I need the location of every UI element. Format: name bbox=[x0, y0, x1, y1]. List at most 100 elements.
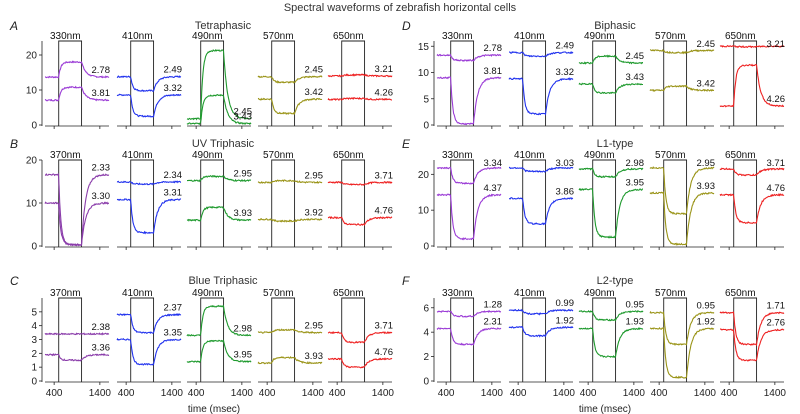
waveform-series bbox=[116, 313, 182, 334]
waveform-series bbox=[257, 328, 323, 334]
panel-letter: D bbox=[402, 19, 411, 33]
stimulus-marker bbox=[450, 40, 475, 126]
series-value-label: 3.86 bbox=[556, 186, 575, 197]
series-value-label: 2.98 bbox=[234, 323, 253, 334]
waveform-series bbox=[327, 330, 393, 344]
y-tick-label: 2 bbox=[31, 349, 37, 360]
wavelength-label: 650nm bbox=[725, 31, 756, 42]
series-value-label: 2.95 bbox=[305, 321, 324, 332]
wavelength-label: 370nm bbox=[50, 150, 81, 161]
trace-650nm: 650nm 3.21 4.26 bbox=[719, 31, 786, 129]
waveform-series bbox=[719, 167, 785, 177]
series-value-label: 2.37 bbox=[164, 303, 183, 314]
waveform-series bbox=[649, 310, 715, 347]
x-tick-label: 400 bbox=[118, 388, 135, 399]
x-tick-label: 1400 bbox=[764, 388, 787, 399]
y-tick-label: 0 bbox=[31, 121, 37, 132]
wavelength-label: 650nm bbox=[725, 288, 756, 299]
trace-490nm: 490nm 2.95 3.93 bbox=[186, 150, 253, 250]
stimulus-marker bbox=[733, 297, 758, 382]
series-value-label: 2.95 bbox=[305, 170, 324, 181]
waveform-series bbox=[649, 49, 715, 55]
y-tick-label: 1 bbox=[31, 363, 37, 374]
wavelength-label: 410nm bbox=[514, 31, 545, 42]
y-tick-label: 6 bbox=[423, 303, 429, 314]
series-value-label: 3.21 bbox=[767, 39, 786, 50]
series-value-label: 4.26 bbox=[375, 87, 394, 98]
waveform-series bbox=[186, 48, 251, 121]
stimulus-marker bbox=[522, 297, 547, 382]
stimulus-marker bbox=[341, 40, 366, 126]
panel-title: Blue Triphasic bbox=[188, 275, 258, 287]
series-value-label: 3.34 bbox=[484, 158, 503, 169]
x-axis-label-right: time (msec) bbox=[579, 404, 631, 414]
waveform-series bbox=[508, 325, 574, 338]
wavelength-label: 570nm bbox=[655, 150, 686, 161]
trace-410nm: 400 1400 410nm 0.99 1.92 bbox=[508, 288, 575, 399]
stimulus-marker bbox=[733, 159, 758, 247]
waveform-series bbox=[186, 304, 252, 337]
wavelength-label: 650nm bbox=[333, 150, 364, 161]
series-value-label: 1.93 bbox=[626, 317, 645, 328]
y-tick-label: 2 bbox=[423, 352, 429, 363]
series-value-label: 3.93 bbox=[234, 208, 253, 219]
series-value-label: 3.92 bbox=[305, 207, 324, 218]
trace-650nm: 650nm 3.21 4.26 bbox=[327, 31, 394, 129]
trace-650nm: 400 1400 650nm 3.71 4.76 bbox=[327, 288, 394, 399]
trace-410nm: 410nm 3.03 3.86 bbox=[508, 150, 575, 250]
series-value-label: 3.93 bbox=[697, 181, 716, 192]
series-value-label: 2.98 bbox=[626, 158, 645, 169]
series-value-label: 3.43 bbox=[234, 112, 253, 123]
y-tick-label: 0 bbox=[423, 121, 429, 132]
waveform-series bbox=[436, 193, 502, 241]
x-tick-label: 1400 bbox=[623, 388, 646, 399]
waveform-series bbox=[327, 96, 392, 101]
trace-650nm: 400 1400 650nm 1.71 2.76 bbox=[719, 288, 787, 399]
series-value-label: 3.03 bbox=[556, 158, 575, 169]
wavelength-label: 410nm bbox=[122, 31, 153, 42]
panel-letter: B bbox=[10, 137, 18, 151]
waveform-series bbox=[436, 166, 502, 185]
stimulus-marker bbox=[130, 297, 155, 382]
series-value-label: 0.99 bbox=[556, 298, 575, 309]
y-tick-label: 0 bbox=[423, 242, 429, 253]
waveform-series bbox=[116, 337, 182, 366]
series-value-label: 3.81 bbox=[92, 88, 111, 99]
x-tick-label: 400 bbox=[259, 388, 276, 399]
series-value-label: 1.71 bbox=[767, 301, 786, 312]
waveform-series bbox=[44, 173, 110, 247]
waveform-series bbox=[649, 166, 715, 216]
stimulus-marker bbox=[592, 40, 617, 126]
y-tick-label: 0 bbox=[31, 377, 37, 388]
series-value-label: 2.95 bbox=[234, 169, 253, 180]
trace-650nm: 650nm 3.71 4.76 bbox=[327, 150, 394, 250]
trace-570nm: 570nm 2.45 3.42 bbox=[257, 31, 323, 129]
series-value-label: 2.49 bbox=[556, 41, 575, 52]
series-value-label: 3.43 bbox=[626, 72, 645, 83]
stimulus-marker bbox=[663, 40, 688, 126]
trace-330nm: 330nm 3.34 4.37 bbox=[436, 150, 503, 250]
series-value-label: 3.35 bbox=[164, 328, 183, 339]
trace-330nm: 330nm 2.78 3.81 bbox=[436, 31, 502, 129]
x-tick-label: 400 bbox=[46, 388, 63, 399]
wavelength-label: 490nm bbox=[192, 31, 223, 42]
stimulus-marker bbox=[450, 297, 475, 382]
series-value-label: 1.28 bbox=[484, 299, 503, 310]
series-value-label: 2.31 bbox=[484, 317, 503, 328]
stimulus-marker bbox=[271, 40, 296, 126]
trace-330nm: 330nm 2.78 3.81 bbox=[44, 31, 111, 129]
panel-letter: C bbox=[10, 274, 19, 288]
series-value-label: 3.30 bbox=[92, 191, 111, 202]
series-value-label: 2.34 bbox=[164, 170, 183, 181]
series-value-label: 4.76 bbox=[375, 206, 394, 217]
panel-title: Biphasic bbox=[594, 20, 636, 32]
trace-570nm: 570nm 2.45 3.42 bbox=[649, 31, 715, 129]
y-tick-label: 0 bbox=[423, 377, 429, 388]
waveform-series bbox=[186, 205, 252, 222]
series-value-label: 1.92 bbox=[697, 317, 716, 328]
y-tick-label: 4 bbox=[423, 328, 429, 339]
series-value-label: 3.71 bbox=[375, 321, 394, 332]
waveform-series bbox=[578, 82, 643, 95]
